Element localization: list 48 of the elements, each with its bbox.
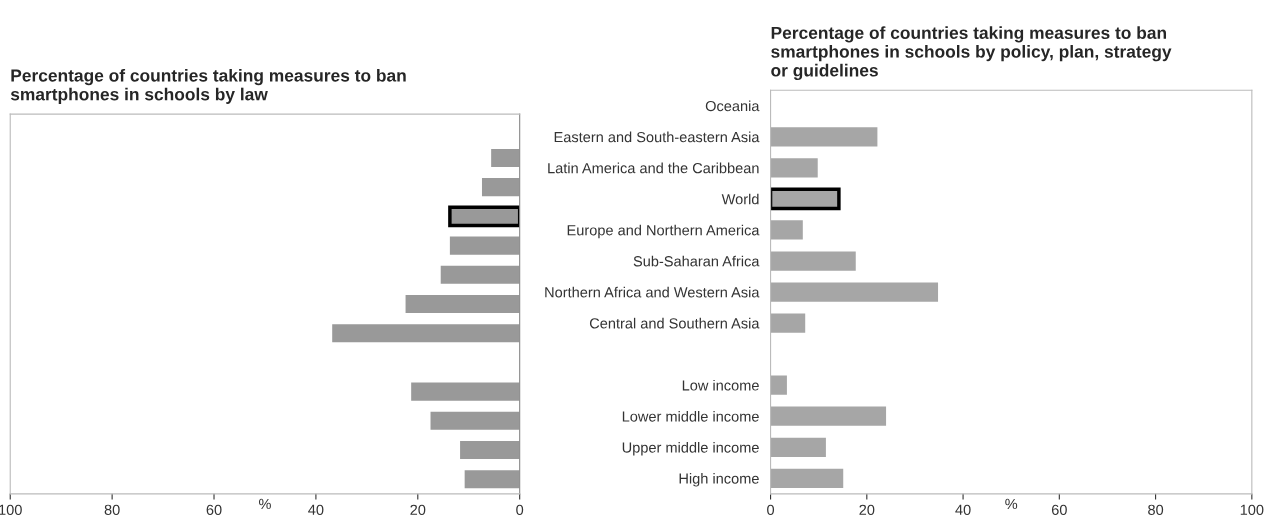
x-tick-label: 100 (1240, 504, 1264, 515)
x-tick-label: 40 (955, 504, 971, 515)
bar (449, 236, 520, 255)
y-tick-label: Central and Southern Asia (589, 317, 760, 329)
x-tick-label: 20 (410, 504, 426, 515)
bar (770, 220, 803, 240)
x-tick-label: 80 (104, 504, 120, 515)
y-tick-label: Europe and Northern America (567, 224, 760, 239)
y-tick-label: Northern Africa and Western Asia (545, 286, 760, 298)
x-tick-label: 60 (206, 504, 222, 515)
bar (770, 127, 878, 147)
bar (411, 382, 520, 401)
y-tick-label: Eastern and South-eastern Asia (554, 131, 760, 143)
y-tick-label: World (721, 193, 759, 205)
bar (405, 294, 520, 314)
chart-title: Percentage of countries taking measures to ban smartphones in schools by law (10, 68, 406, 104)
bar (770, 158, 818, 178)
bar (770, 313, 806, 333)
bar (440, 265, 520, 284)
x-tick-label: 80 (1148, 504, 1164, 515)
bar (332, 324, 520, 343)
x-tick-label: 100 (0, 504, 22, 515)
y-tick-label: Sub-Saharan Africa (633, 255, 760, 267)
y-tick-label: Lower middle income (622, 410, 759, 422)
y-tick-label: Oceania (705, 100, 760, 112)
x-tick-label: 20 (859, 504, 875, 515)
x-axis-title: % (1005, 498, 1018, 510)
y-tick-label: Low income (682, 379, 759, 391)
bar (770, 406, 887, 426)
y-tick-label: Latin America and the Caribbean (548, 162, 759, 174)
bar (770, 468, 844, 488)
bar (481, 178, 520, 197)
bar (464, 470, 520, 489)
bar (491, 148, 520, 168)
bar (770, 282, 939, 302)
x-axis-title: % (259, 498, 271, 510)
x-tick-label: 40 (308, 504, 324, 515)
x-tick-label: 60 (1051, 504, 1067, 515)
bar (460, 440, 520, 460)
x-tick-label: 0 (516, 504, 524, 515)
chart-title: Percentage of countries taking measures to ban smartphones in schools by policy, plan, strategy or guidelines (771, 26, 1172, 81)
bar (770, 437, 826, 457)
bar (770, 251, 856, 271)
bar (430, 411, 520, 430)
y-tick-label: High income (679, 473, 759, 487)
y-tick-label: Upper middle income (622, 441, 759, 456)
bar (770, 375, 787, 395)
x-tick-label: 0 (767, 504, 775, 515)
